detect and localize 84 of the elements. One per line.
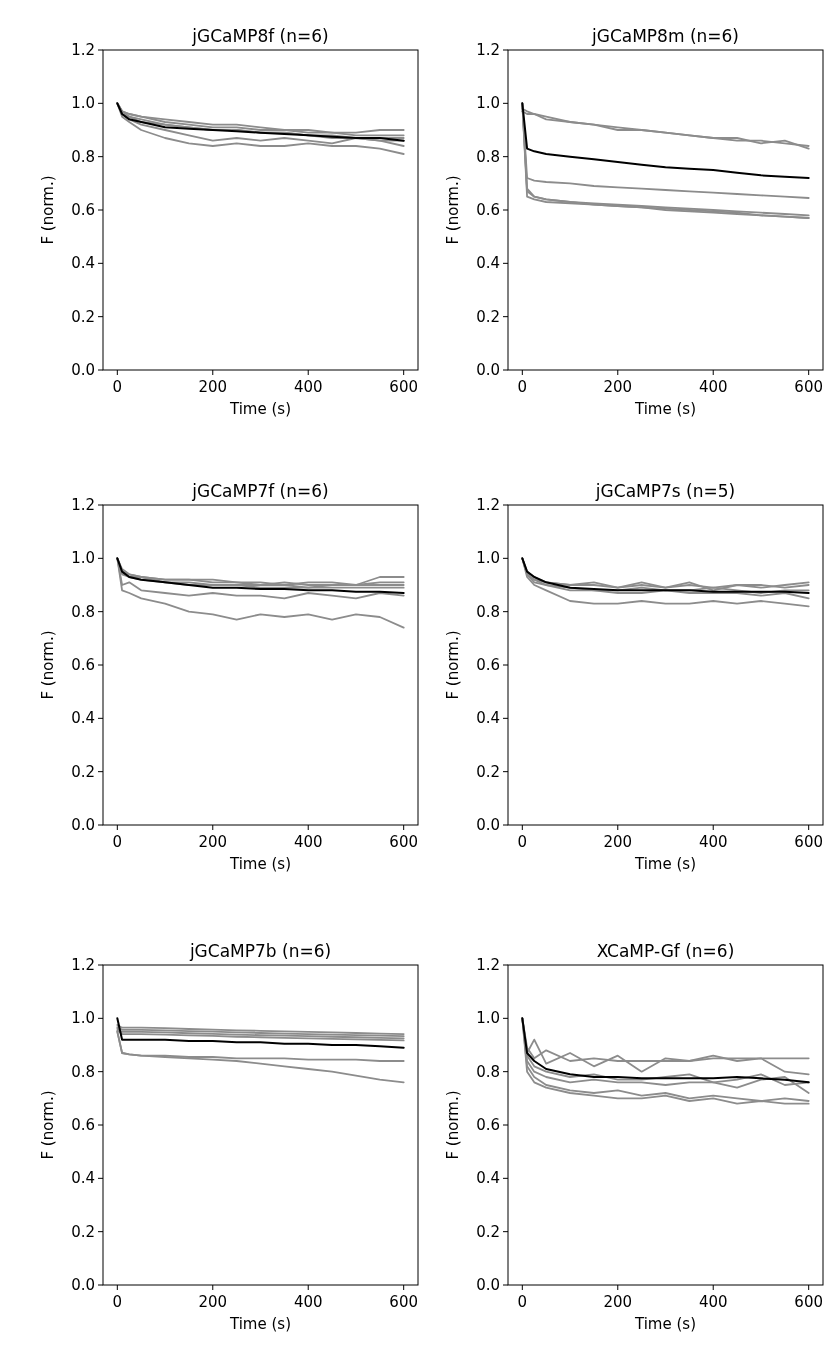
y-tick-label: 0.0	[476, 816, 500, 834]
y-tick-label: 0.0	[71, 361, 95, 379]
y-tick-label: 1.2	[71, 956, 95, 974]
y-tick-label: 1.0	[71, 549, 95, 568]
x-axis-title: Time (s)	[229, 400, 291, 418]
x-tick-label: 200	[603, 378, 633, 396]
y-tick-label: 1.2	[476, 956, 500, 974]
x-axis-title: Time (s)	[229, 855, 291, 873]
y-tick-label: 0.6	[476, 1116, 500, 1134]
y-tick-label: 0.6	[71, 1116, 95, 1134]
y-tick-label: 1.0	[476, 549, 500, 568]
y-tick-label: 1.0	[71, 94, 95, 113]
y-axis-title: F (norm.)	[39, 630, 57, 700]
y-tick-label: 0.0	[476, 361, 500, 379]
y-tick-label: 0.4	[71, 254, 95, 273]
y-tick-label: 1.2	[71, 496, 95, 514]
y-tick-label: 0.0	[476, 1276, 500, 1294]
y-tick-label: 0.2	[71, 307, 95, 326]
chart-title: XCaMP-Gf (n=6)	[596, 941, 735, 961]
x-tick-label: 0	[112, 378, 123, 396]
y-axis-title: F (norm.)	[444, 630, 462, 700]
chart-title: jGCaMP8m (n=6)	[591, 26, 739, 46]
chart-title: jGCaMP7s (n=5)	[594, 481, 736, 501]
x-tick-label: 400	[293, 1293, 323, 1311]
y-axis-title: F (norm.)	[39, 175, 57, 245]
x-tick-label: 0	[517, 1293, 528, 1311]
y-tick-label: 0.8	[71, 1062, 95, 1081]
chart-title: jGCaMP7b (n=6)	[188, 941, 332, 961]
y-tick-label: 0.6	[476, 656, 500, 674]
x-tick-label: 0	[517, 833, 528, 851]
y-tick-label: 0.4	[71, 1169, 95, 1188]
y-tick-label: 0.6	[476, 201, 500, 219]
chart-title: jGCaMP7f (n=6)	[191, 481, 329, 501]
x-tick-label: 600	[794, 378, 823, 396]
y-tick-label: 0.4	[476, 1169, 500, 1188]
y-tick-label: 0.2	[476, 762, 500, 781]
x-tick-label: 600	[794, 1293, 823, 1311]
x-tick-label: 600	[389, 1293, 418, 1311]
x-tick-label: 400	[698, 378, 728, 396]
x-axis-title: Time (s)	[634, 1315, 696, 1333]
x-tick-label: 400	[293, 378, 323, 396]
x-tick-label: 0	[112, 1293, 123, 1311]
y-tick-label: 0.2	[476, 1222, 500, 1241]
y-axis-title: F (norm.)	[444, 175, 462, 245]
x-tick-label: 600	[389, 833, 418, 851]
x-tick-label: 200	[198, 1293, 228, 1311]
y-tick-label: 1.0	[476, 1009, 500, 1028]
y-tick-label: 0.8	[71, 147, 95, 166]
x-tick-label: 0	[112, 833, 123, 851]
y-tick-label: 0.2	[71, 762, 95, 781]
y-tick-label: 0.2	[476, 307, 500, 326]
x-tick-label: 200	[603, 1293, 633, 1311]
y-tick-label: 0.2	[71, 1222, 95, 1241]
x-tick-label: 200	[603, 833, 633, 851]
y-tick-label: 0.6	[71, 201, 95, 219]
y-tick-label: 0.8	[476, 602, 500, 621]
y-axis-title: F (norm.)	[444, 1090, 462, 1160]
x-tick-label: 600	[794, 833, 823, 851]
x-tick-label: 400	[698, 833, 728, 851]
y-tick-label: 1.2	[476, 496, 500, 514]
y-tick-label: 0.4	[476, 254, 500, 273]
x-tick-label: 400	[698, 1293, 728, 1311]
x-axis-title: Time (s)	[634, 855, 696, 873]
y-tick-label: 0.8	[476, 1062, 500, 1081]
y-tick-label: 0.0	[71, 816, 95, 834]
y-tick-label: 1.0	[71, 1009, 95, 1028]
chart-title: jGCaMP8f (n=6)	[191, 26, 329, 46]
y-tick-label: 1.2	[71, 41, 95, 59]
y-tick-label: 1.2	[476, 41, 500, 59]
x-tick-label: 200	[198, 833, 228, 851]
y-tick-label: 0.4	[71, 709, 95, 728]
y-tick-label: 0.6	[71, 656, 95, 674]
x-tick-label: 600	[389, 378, 418, 396]
x-axis-title: Time (s)	[229, 1315, 291, 1333]
y-tick-label: 0.8	[476, 147, 500, 166]
x-tick-label: 0	[517, 378, 528, 396]
x-axis-title: Time (s)	[634, 400, 696, 418]
y-tick-label: 1.0	[476, 94, 500, 113]
x-tick-label: 200	[198, 378, 228, 396]
y-tick-label: 0.4	[476, 709, 500, 728]
x-tick-label: 400	[293, 833, 323, 851]
y-axis-title: F (norm.)	[39, 1090, 57, 1160]
y-tick-label: 0.0	[71, 1276, 95, 1294]
y-tick-label: 0.8	[71, 602, 95, 621]
